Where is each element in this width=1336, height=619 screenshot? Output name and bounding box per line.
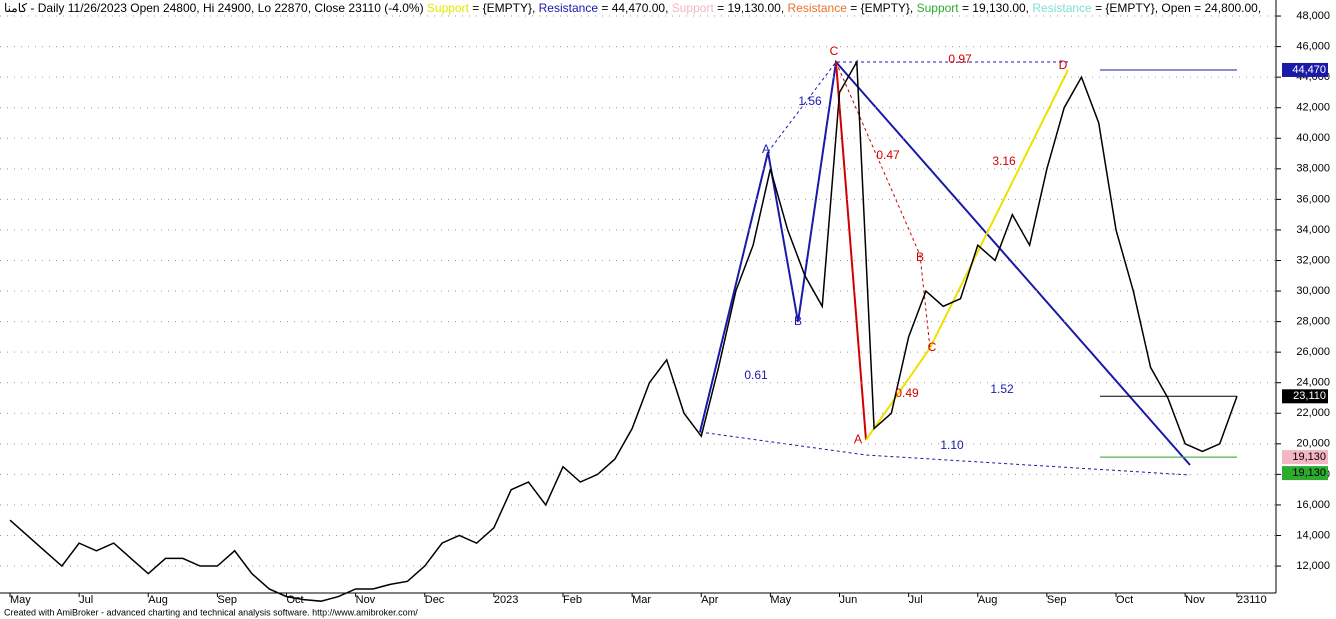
y-tick-label: 20,000 xyxy=(1296,438,1330,450)
x-tick-label: Jul xyxy=(79,594,93,606)
pattern-label: 1.52 xyxy=(990,382,1014,396)
y-tick-label: 12,000 xyxy=(1296,560,1330,572)
x-tick-label: Feb xyxy=(563,594,582,606)
y-tick-label: 16,000 xyxy=(1296,499,1330,511)
x-tick-label: Nov xyxy=(1185,594,1205,606)
header-part: Support xyxy=(672,1,715,15)
y-tick-label: 26,000 xyxy=(1296,346,1330,358)
pattern-label: B xyxy=(794,314,802,328)
x-tick-label: Jul xyxy=(909,594,923,606)
header-part: = {EMPTY}, Open = 24,800.00, xyxy=(1092,1,1265,15)
header-part: = 19,130.00, xyxy=(714,1,788,15)
pattern-guide xyxy=(835,61,931,349)
x-tick-label: Sep xyxy=(217,594,237,606)
header-part: = {EMPTY}, xyxy=(469,1,539,15)
y-tick-label: 14,000 xyxy=(1296,529,1330,541)
pattern-label: A xyxy=(762,142,770,156)
pattern-label: 0.97 xyxy=(948,52,972,66)
price-badge-label: 23,110 xyxy=(1293,390,1326,402)
pattern-label: C xyxy=(928,340,937,354)
pattern-guide xyxy=(699,61,1068,433)
header: كامنا - Daily 11/26/2023 Open 24800, Hi … xyxy=(4,1,1265,15)
y-tick-label: 28,000 xyxy=(1296,316,1330,328)
header-part: Support xyxy=(917,1,960,15)
header-part: = 19,130.00, xyxy=(959,1,1033,15)
y-tick-label: 22,000 xyxy=(1296,407,1330,419)
y-tick-label: 32,000 xyxy=(1296,254,1330,266)
price-badge xyxy=(1282,389,1328,404)
y-tick-label: 40,000 xyxy=(1296,132,1330,144)
pattern-leg xyxy=(865,69,1069,441)
header-part: كامنا - Daily 11/26/2023 Open 24800, Hi … xyxy=(4,1,427,15)
x-tick-label: May xyxy=(770,594,791,606)
x-tick-label: Aug xyxy=(978,594,998,606)
y-tick-label: 24,000 xyxy=(1296,377,1330,389)
pattern-label: A xyxy=(854,432,862,446)
pattern-label: D xyxy=(1059,58,1068,72)
pattern-leg xyxy=(835,61,867,441)
x-tick-label: Nov xyxy=(356,594,376,606)
x-tick-label: 23110 xyxy=(1237,594,1267,606)
pattern-label: C xyxy=(830,44,839,58)
header-part: = {EMPTY}, xyxy=(847,1,917,15)
x-tick-label: Dec xyxy=(425,594,445,606)
price-line xyxy=(9,59,1238,602)
price-badge xyxy=(1282,450,1328,465)
price-badge-label: 44,470 xyxy=(1292,64,1326,76)
y-tick-label: 30,000 xyxy=(1296,285,1330,297)
x-tick-label: Aug xyxy=(148,594,168,606)
header-part: Resistance xyxy=(1032,1,1092,15)
pattern-label: 1.10 xyxy=(940,438,964,452)
x-tick-label: Oct xyxy=(1116,594,1133,606)
price-badge xyxy=(1282,466,1328,481)
y-tick-label: 34,000 xyxy=(1296,224,1330,236)
pattern-label: 1.56 xyxy=(798,94,822,108)
x-tick-label: 2023 xyxy=(494,594,518,606)
y-tick-label: 42,000 xyxy=(1296,102,1330,114)
pattern-label: 0.61 xyxy=(744,368,768,382)
header-part: = 44,470.00, xyxy=(598,1,672,15)
x-tick-label: Jun xyxy=(840,594,858,606)
y-tick-label: 48,000 xyxy=(1296,10,1330,22)
pattern-label: 0.49 xyxy=(895,386,919,400)
pattern-guide xyxy=(699,431,1191,476)
price-badge-label: 19,130 xyxy=(1292,451,1326,463)
x-tick-label: Apr xyxy=(701,594,718,606)
pattern-label: 0.47 xyxy=(876,148,900,162)
y-tick-label: 36,000 xyxy=(1296,193,1330,205)
x-tick-label: Sep xyxy=(1047,594,1067,606)
header-part: Support xyxy=(427,1,470,15)
pattern-label: B xyxy=(916,250,924,264)
y-tick-label: 46,000 xyxy=(1296,41,1330,53)
header-part: Resistance xyxy=(539,1,599,15)
y-tick-label: 38,000 xyxy=(1296,163,1330,175)
pattern-label: 3.16 xyxy=(992,154,1016,168)
header-part: Resistance xyxy=(788,1,848,15)
price-badge xyxy=(1282,62,1328,77)
x-tick-label: May xyxy=(10,594,31,606)
footer: Created with AmiBroker - advanced charti… xyxy=(4,607,418,617)
price-badge-label: 19,130 xyxy=(1292,467,1326,479)
x-tick-label: Mar xyxy=(632,594,651,606)
